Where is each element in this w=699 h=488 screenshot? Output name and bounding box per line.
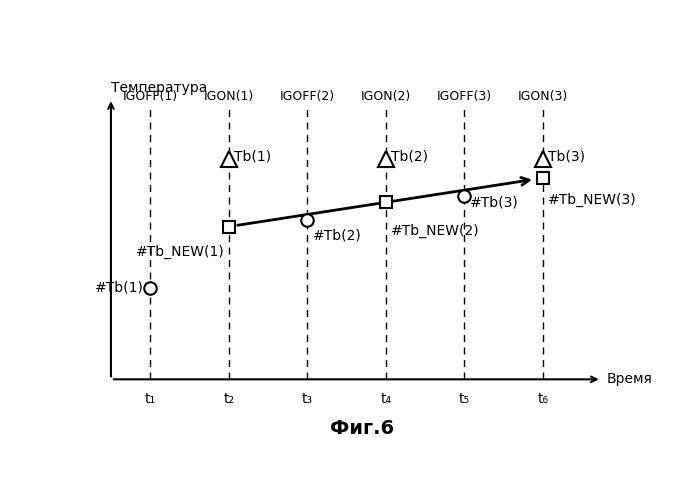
Text: t₅: t₅ (459, 391, 470, 406)
Text: Tb(3): Tb(3) (548, 149, 585, 163)
Text: t₃: t₃ (302, 391, 312, 406)
Text: #Tb_NEW(2): #Tb_NEW(2) (391, 224, 480, 238)
Text: IGOFF(1): IGOFF(1) (122, 90, 178, 103)
Text: IGOFF(2): IGOFF(2) (280, 90, 335, 103)
Text: Время: Время (606, 372, 652, 386)
Text: t₄: t₄ (380, 391, 391, 406)
Text: #Tb(1): #Tb(1) (95, 281, 144, 295)
Text: IGOFF(3): IGOFF(3) (437, 90, 492, 103)
Text: t₁: t₁ (145, 391, 156, 406)
Text: Фиг.6: Фиг.6 (330, 419, 394, 438)
Text: IGON(2): IGON(2) (361, 90, 411, 103)
Text: #Tb(2): #Tb(2) (312, 229, 361, 243)
Text: IGON(3): IGON(3) (518, 90, 568, 103)
Text: t₂: t₂ (223, 391, 234, 406)
Text: t₆: t₆ (538, 391, 548, 406)
Text: IGON(1): IGON(1) (203, 90, 254, 103)
Text: #Tb_NEW(3): #Tb_NEW(3) (548, 193, 637, 207)
Text: Температура: Температура (111, 81, 208, 95)
Text: #Tb(3): #Tb(3) (470, 195, 519, 209)
Text: Tb(1): Tb(1) (234, 149, 271, 163)
Text: #Tb_NEW(1): #Tb_NEW(1) (136, 245, 225, 259)
Text: Tb(2): Tb(2) (391, 149, 428, 163)
